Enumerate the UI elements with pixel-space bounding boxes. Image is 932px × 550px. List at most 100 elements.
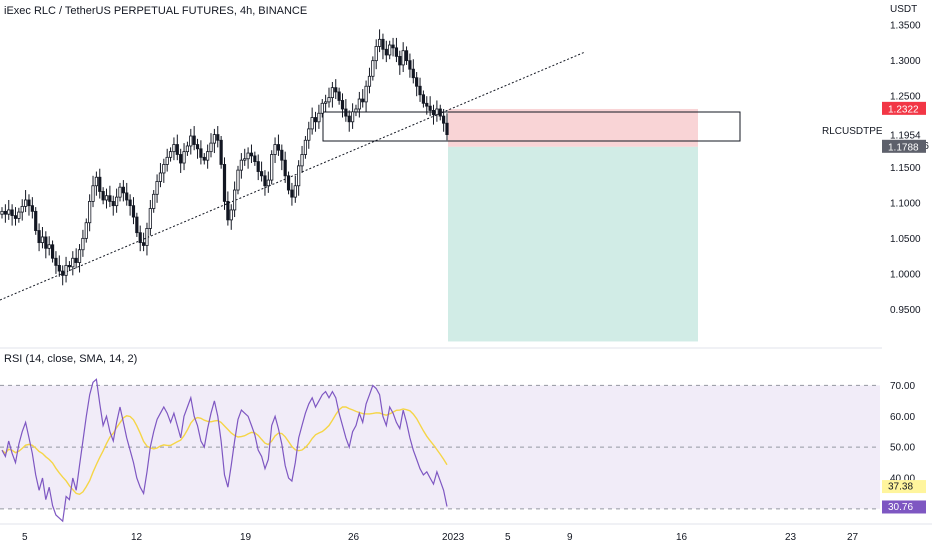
candle (145, 222, 149, 256)
candle-up (388, 44, 392, 56)
position-zones (0, 51, 741, 342)
candle (347, 110, 351, 132)
candle-down (54, 257, 58, 266)
candle (327, 87, 331, 108)
candle-up (152, 193, 156, 209)
candle (111, 195, 115, 216)
candle-up (212, 134, 216, 144)
candle (77, 244, 82, 273)
candle (13, 207, 18, 226)
candle (182, 143, 186, 171)
chart-title: iExec RLC / TetherUS PERPETUAL FUTURES, … (4, 5, 308, 17)
candle-down (421, 94, 426, 104)
time-tick-label: 5 (505, 532, 511, 543)
time-tick-label: 27 (847, 532, 859, 543)
candle-down (283, 159, 287, 177)
candle (270, 150, 274, 185)
candle (377, 29, 382, 53)
candle (317, 104, 321, 129)
candle (61, 265, 65, 286)
candle (57, 255, 61, 277)
candle-down (344, 108, 348, 117)
candle-up (270, 154, 274, 181)
candle-up (185, 145, 190, 153)
time-tick-label: 16 (676, 532, 688, 543)
candle-up (155, 181, 159, 195)
candle (141, 232, 146, 252)
candle-down (3, 210, 7, 215)
candle (286, 171, 291, 195)
candle-down (256, 161, 260, 172)
candle (438, 104, 442, 121)
candle-down (253, 155, 257, 162)
candle-up (401, 50, 405, 66)
time-tick-label: 23 (785, 532, 797, 543)
range-box (322, 111, 741, 142)
candle-up (297, 165, 301, 187)
candle-up (367, 75, 372, 87)
candle-up (0, 210, 4, 215)
time-tick-label: 12 (131, 532, 143, 543)
target-price-tag (882, 139, 926, 153)
candle (303, 136, 308, 159)
candle-up (357, 98, 361, 110)
candle (300, 145, 304, 173)
candle (27, 194, 31, 216)
candle-up (23, 199, 28, 207)
candle-up (40, 236, 45, 244)
candle-up (81, 237, 85, 251)
candle-down (192, 135, 196, 145)
candle (209, 133, 213, 158)
candle-down (313, 117, 318, 123)
candle-up (182, 151, 186, 164)
candle (67, 261, 72, 272)
candle (351, 103, 355, 129)
candle (165, 148, 169, 172)
candle (381, 33, 385, 60)
candle (283, 151, 287, 183)
candle-up (324, 101, 328, 104)
candle (118, 182, 122, 202)
candle-up (317, 112, 321, 123)
candle-up (243, 158, 247, 161)
candle (195, 138, 200, 159)
candle (222, 157, 227, 210)
candle-up (300, 154, 304, 167)
candle (273, 137, 277, 164)
candle-down (418, 85, 422, 96)
price-tag-label: 1.1788 (888, 142, 919, 153)
candle-up (145, 228, 149, 246)
candle (344, 99, 348, 122)
candle (398, 50, 402, 75)
candle-down (408, 60, 412, 70)
candle-down (10, 209, 14, 217)
rsi-ma-tag (882, 480, 926, 494)
candle-up (17, 211, 21, 219)
candle (74, 248, 78, 269)
candle-down (347, 115, 351, 123)
candle-down (415, 77, 419, 87)
candle-up (172, 144, 176, 153)
candle-up (266, 179, 270, 187)
candle-down (411, 68, 415, 79)
candle-down (135, 216, 139, 234)
candle (199, 140, 203, 165)
candle-down (199, 148, 203, 158)
candle (320, 99, 324, 118)
trendline (0, 51, 586, 301)
candle-down (98, 176, 102, 192)
candle (125, 182, 129, 206)
time-tick-label: 26 (348, 532, 360, 543)
candle (226, 191, 230, 226)
candle (297, 160, 301, 196)
candle (0, 207, 4, 219)
candle (445, 113, 449, 141)
candle (158, 163, 163, 188)
candle-up (246, 152, 250, 160)
candle-down (249, 152, 254, 157)
candle-down (276, 144, 281, 151)
candle-up (320, 102, 324, 114)
candle-down (108, 195, 112, 202)
candle-down (428, 105, 432, 111)
